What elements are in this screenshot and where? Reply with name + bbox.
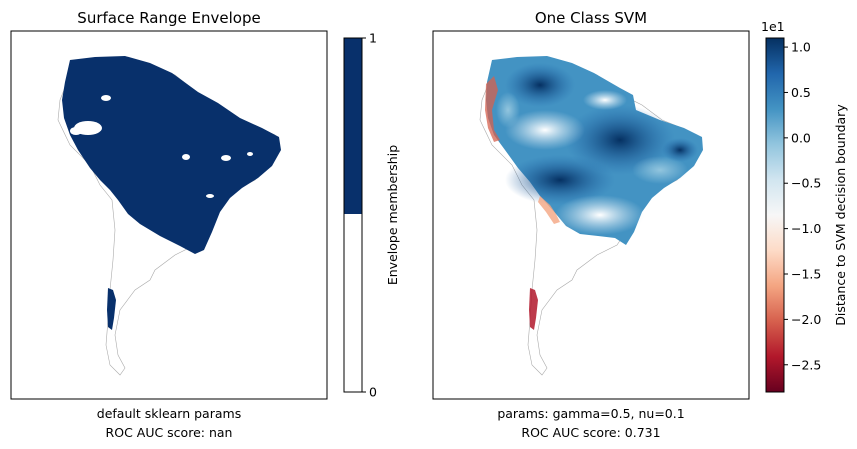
svm-colorbar-tick-label: −2.0	[791, 312, 821, 327]
envelope-caption-line1: default sklearn params	[97, 406, 241, 421]
svm-colorbar-tick-label: 0.5	[791, 85, 811, 100]
envelope-caption-line2: ROC AUC score: nan	[106, 425, 233, 440]
svm-colorbar-tick-label: −0.5	[791, 176, 821, 191]
envelope-colorbar-label: Envelope membership	[385, 145, 400, 285]
envelope-title: Surface Range Envelope	[77, 9, 260, 27]
svm-colorbar-tick-label: −1.5	[791, 267, 821, 282]
svm-colorbar-offset: 1e1	[761, 19, 785, 34]
svm-andes-band-south	[538, 196, 560, 224]
envelope-southern-patch	[107, 288, 116, 330]
svm-colorbar: 1.0 0.5 0.0 −0.5 −1.0 −1.5 −2.0 −2.5 1e1 Distan…	[761, 19, 848, 393]
svm-map	[479, 56, 703, 376]
envelope-colorbar-ticks: 01	[362, 31, 377, 400]
envelope-colorbar: 01 Envelope membership	[343, 31, 400, 400]
envelope-colorbar-tick-label: 1	[369, 31, 377, 46]
svm-axes-frame	[432, 30, 750, 400]
svm-continent-outline	[479, 59, 703, 376]
svm-colorbar-tick-label: −2.5	[791, 357, 821, 372]
envelope-colorbar-high	[344, 38, 362, 214]
svm-colorbar-ticks: 1.0 0.5 0.0 −0.5 −1.0 −1.5 −2.0 −2.5	[784, 40, 821, 372]
envelope-region	[62, 56, 281, 254]
envelope-axes-frame	[10, 30, 328, 400]
svm-colorbar-tick-label: 0.0	[791, 130, 811, 145]
envelope-colorbar-frame	[343, 37, 363, 393]
svm-caption-line1: params: gamma=0.5, nu=0.1	[497, 406, 684, 421]
envelope-map	[57, 56, 281, 376]
svm-field-texture	[496, 63, 698, 235]
envelope-holes	[70, 95, 253, 198]
svm-colorbar-tick-label: 1.0	[791, 40, 811, 55]
envelope-colorbar-tick-label: 0	[369, 385, 377, 400]
svm-caption-line2: ROC AUC score: 0.731	[521, 425, 660, 440]
envelope-colorbar-low	[344, 214, 362, 392]
svm-colorbar-tick-label: −1.0	[791, 221, 821, 236]
svm-title: One Class SVM	[535, 9, 647, 27]
svm-colorbar-gradient	[766, 38, 784, 392]
svm-panel: One Class SVM params: gamma=	[432, 9, 750, 440]
svm-andes-band	[485, 76, 500, 142]
svm-southern-strip	[529, 288, 538, 330]
envelope-panel: Surface Range Envelope default sklearn p…	[10, 9, 328, 440]
svm-colorbar-label: Distance to SVM decision boundary	[833, 104, 848, 326]
svm-colorbar-frame	[765, 37, 785, 393]
